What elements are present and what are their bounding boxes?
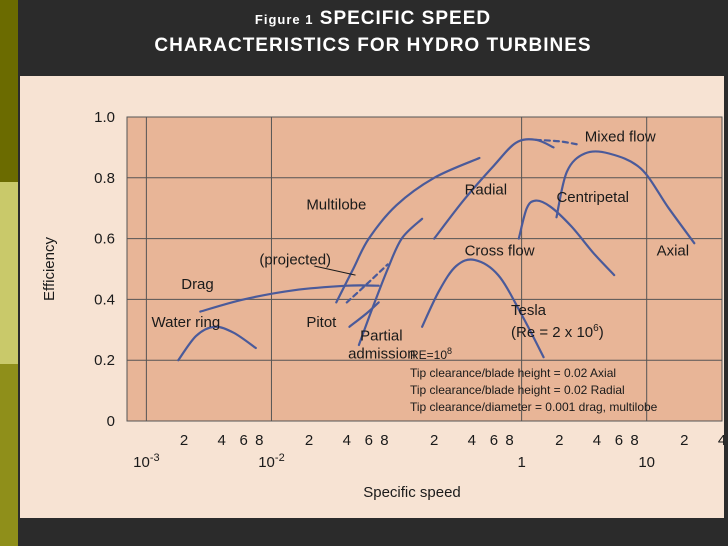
x-tick-label-minor: 6 bbox=[615, 432, 623, 449]
slide-title: Figure 1 SPECIFIC SPEED CHARACTERISTICS … bbox=[18, 6, 728, 59]
curve-axial bbox=[555, 150, 696, 245]
x-tick-label-minor: 2 bbox=[180, 432, 188, 449]
x-tick-label-minor: 6 bbox=[365, 432, 373, 449]
curve-drag bbox=[199, 284, 380, 313]
note-drag: Tip clearance/diameter = 0.001 drag, mul… bbox=[410, 400, 658, 414]
curve-label-axial: Axial bbox=[657, 242, 690, 259]
curve-partial-admission bbox=[357, 217, 424, 347]
curves bbox=[177, 138, 696, 362]
y-tick-label: 0 bbox=[107, 413, 115, 430]
x-tick-label-minor: 2 bbox=[555, 432, 563, 449]
curve-label-multilobe: Multilobe bbox=[306, 197, 366, 214]
bottom-bar bbox=[18, 518, 728, 546]
y-tick-label: 0.2 bbox=[94, 352, 115, 369]
note-axial: Tip clearance/blade height = 0.02 Axial bbox=[410, 366, 616, 380]
plot-area bbox=[126, 116, 723, 422]
y-tick-label: 1.0 bbox=[94, 109, 115, 126]
curve-label-pitot: Pitot bbox=[306, 314, 337, 331]
x-tick-label-minor: 4 bbox=[468, 432, 476, 449]
x-tick-label-major: 10-2 bbox=[258, 452, 284, 471]
x-tick-label-major: 10 bbox=[638, 454, 655, 471]
x-tick-label-minor: 6 bbox=[240, 432, 248, 449]
figure-label: Figure 1 bbox=[254, 12, 314, 27]
curve-label-projected: (projected) bbox=[259, 251, 331, 268]
curve-label-radial: Radial bbox=[465, 182, 508, 199]
curve-label-cross-flow: Cross flow bbox=[465, 242, 535, 259]
tesla-annotation: Tesla (Re = 2 x 106) bbox=[511, 302, 604, 341]
note-radial: Tip clearance/blade height = 0.02 Radial bbox=[410, 383, 625, 397]
y-tick-label: 0.8 bbox=[94, 170, 115, 187]
x-tick-label-minor: 8 bbox=[255, 432, 263, 449]
tesla-reynolds: (Re = 2 x 106) bbox=[511, 323, 604, 341]
x-tick-labels: 2 4 6 8 2 4 6 8 2 4 6 8 2 4 6 8 2 410-3 10-2 1 10 bbox=[133, 432, 724, 471]
left-stripe-olive bbox=[0, 364, 18, 546]
curve-labels: Water ring Drag Multilobe Partial admission P… bbox=[152, 128, 690, 362]
re-note: RE=108 bbox=[410, 346, 452, 362]
x-tick-label-minor: 2 bbox=[430, 432, 438, 449]
x-axis-label: Specific speed bbox=[363, 484, 461, 501]
x-tick-label-minor: 2 bbox=[680, 432, 688, 449]
x-tick-label-major: 10-3 bbox=[133, 452, 159, 471]
curve-projected bbox=[345, 263, 389, 304]
title-line-1: SPECIFIC SPEED bbox=[319, 8, 492, 29]
y-axis-label: Efficiency bbox=[41, 237, 58, 301]
grid-lines bbox=[127, 117, 722, 421]
y-tick-labels: 0 0.2 0.4 0.6 0.8 1.0 bbox=[94, 109, 115, 430]
left-stripe-dark bbox=[0, 0, 18, 182]
x-tick-label-minor: 8 bbox=[380, 432, 388, 449]
x-tick-label-minor: 4 bbox=[343, 432, 351, 449]
title-line-2: CHARACTERISTICS FOR HYDRO TURBINES bbox=[154, 35, 592, 56]
x-tick-label-minor: 8 bbox=[505, 432, 513, 449]
curve-cross-flow bbox=[421, 258, 545, 359]
curve-centripetal bbox=[517, 199, 616, 277]
tesla-label: Tesla bbox=[511, 302, 547, 319]
x-tick-label-minor: 8 bbox=[630, 432, 638, 449]
curve-label-partial-admission: Partial admission bbox=[348, 327, 416, 362]
x-tick-label-minor: 4 bbox=[593, 432, 601, 449]
curve-label-drag: Drag bbox=[181, 276, 214, 293]
notes-box: RE=108 Tip clearance/blade height = 0.02… bbox=[410, 346, 658, 414]
x-tick-label-minor: 2 bbox=[305, 432, 313, 449]
y-tick-label: 0.4 bbox=[94, 291, 115, 308]
curve-mixed-flow bbox=[534, 138, 579, 146]
projected-pointer bbox=[314, 265, 356, 276]
x-tick-label-major: 1 bbox=[517, 454, 525, 471]
y-tick-label: 0.6 bbox=[94, 231, 115, 248]
curve-label-mixed-flow: Mixed flow bbox=[585, 128, 656, 145]
x-tick-label-minor: 4 bbox=[718, 432, 724, 449]
curve-water-ring bbox=[177, 325, 257, 362]
left-stripe-light bbox=[0, 182, 18, 364]
curve-multilobe bbox=[335, 156, 481, 304]
x-tick-label-minor: 4 bbox=[218, 432, 226, 449]
curve-label-water-ring: Water ring bbox=[152, 314, 221, 331]
figure-panel: 0 0.2 0.4 0.6 0.8 1.0 2 4 6 8 2 4 6 8 2 4 6 8 2 4 6 8 2 4 10-3 1… bbox=[20, 76, 724, 518]
x-tick-label-minor: 6 bbox=[490, 432, 498, 449]
curve-label-centripetal: Centripetal bbox=[556, 189, 629, 206]
efficiency-chart: 00.20.40.60.81.0 2 4 6 8 2 4 6 8 2 4 6 8 2 4 6 8 2 410-3 1… bbox=[41, 109, 724, 501]
curve-pitot bbox=[348, 301, 380, 328]
